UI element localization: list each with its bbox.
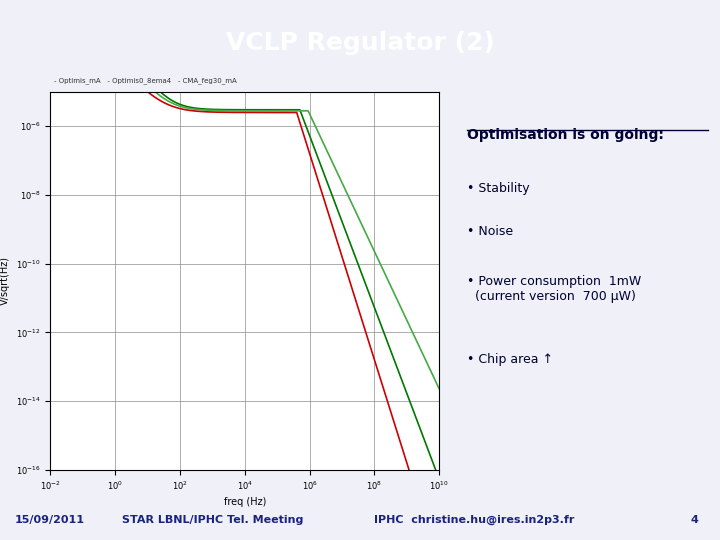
Text: Optimisation is on going:: Optimisation is on going: xyxy=(467,127,663,141)
Text: 4: 4 xyxy=(690,515,698,525)
Text: • Noise: • Noise xyxy=(467,225,513,238)
Text: 15/09/2011: 15/09/2011 xyxy=(14,515,84,525)
Text: • Power consumption  1mW
  (current version  700 μW): • Power consumption 1mW (current version… xyxy=(467,275,641,303)
X-axis label: freq (Hz): freq (Hz) xyxy=(224,497,266,508)
Y-axis label: V/sqrt(Hz): V/sqrt(Hz) xyxy=(0,256,10,305)
Text: IPHC  christine.hu@ires.in2p3.fr: IPHC christine.hu@ires.in2p3.fr xyxy=(374,515,575,525)
Text: STAR LBNL/IPHC Tel. Meeting: STAR LBNL/IPHC Tel. Meeting xyxy=(122,515,304,525)
Text: VCLP Regulator (2): VCLP Regulator (2) xyxy=(225,31,495,55)
Text: • Stability: • Stability xyxy=(467,182,529,195)
Text: • Chip area ↑: • Chip area ↑ xyxy=(467,353,552,366)
Text: - Optimis_mA   - Optimis0_8ema4   - CMA_feg30_mA: - Optimis_mA - Optimis0_8ema4 - CMA_feg3… xyxy=(54,77,237,84)
